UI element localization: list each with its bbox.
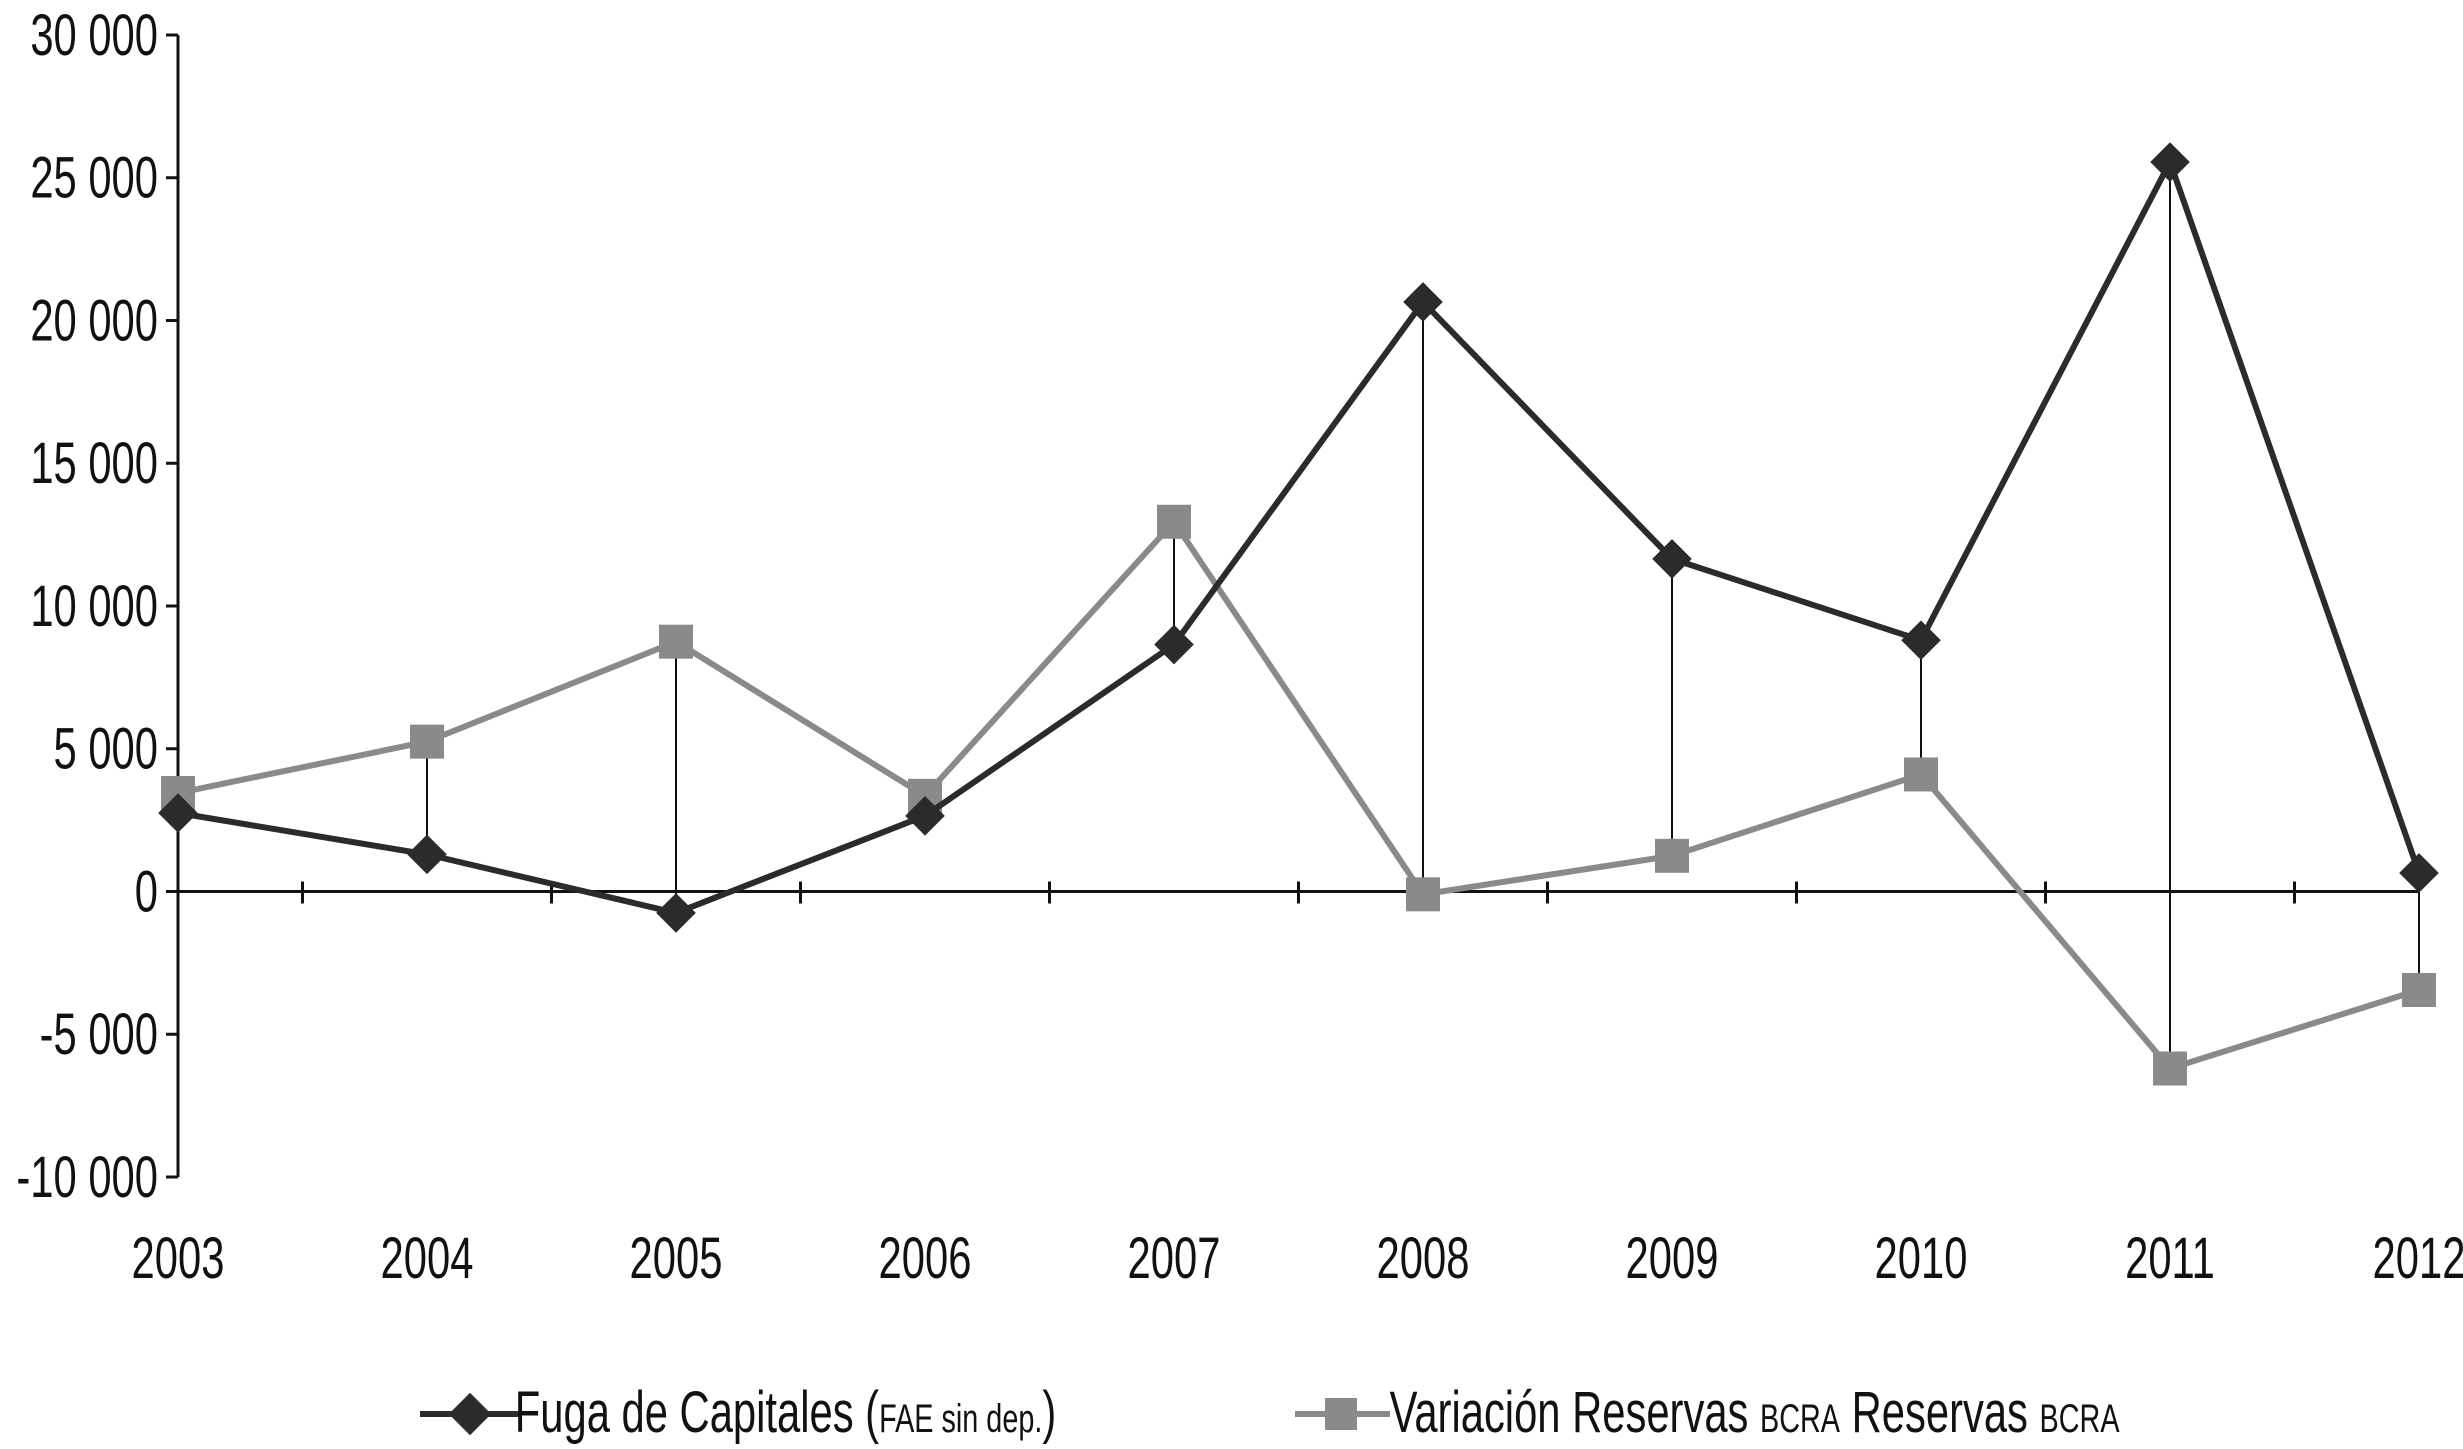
data-point-square [410,724,444,759]
data-point-diamond [158,793,198,833]
x-tick-label: 2003 [132,1225,225,1290]
axes: -10 000 -5 000 0 5 000 10 000 15 000 20 000 25 … [16,2,2463,1290]
y-tick-label: 0 [135,859,158,924]
y-tick-label: 25 000 [30,145,158,210]
x-tick-label: 2007 [1128,1225,1221,1290]
data-point-diamond [2399,853,2439,893]
data-point-diamond [1901,620,1941,661]
data-point-square [2402,972,2436,1007]
series-line [177,159,2422,916]
data-point-diamond [1652,539,1692,579]
data-point-square [1904,757,1938,792]
data-point-diamond [1154,624,1194,665]
y-tick-label: 30 000 [30,2,158,67]
y-tick-label: 15 000 [30,430,158,495]
y-tick-label: 10 000 [30,573,158,638]
y-tick-label: -5 000 [40,1001,158,1066]
data-point-diamond [2150,142,2190,182]
diamond-marker-icon [448,1392,492,1436]
data-point-square [2153,1051,2187,1086]
data-point-diamond [407,834,447,875]
x-tick-label: 2010 [1875,1225,1968,1290]
x-tick-label: 2011 [2125,1225,2215,1290]
data-point-square [1157,504,1191,539]
x-tick-label: 2008 [1377,1225,1470,1290]
y-tick-label: 5 000 [54,716,158,781]
legend-label-fuga: Fuga de Capitales (FAE sin dep.) [515,1379,1056,1444]
data-point-diamond [905,796,945,836]
y-tick-label: -10 000 [16,1144,158,1209]
series-fuga [158,142,2439,933]
y-tick-label: 20 000 [30,288,158,353]
data-point-square [659,624,693,659]
x-tick-label: 2005 [630,1225,723,1290]
series-reservas [161,504,2436,1086]
series-line [177,518,2420,1072]
data-point-square [1655,838,1689,873]
data-point-diamond [656,893,696,933]
x-tick-label: 2009 [1626,1225,1719,1290]
x-tick-label: 2004 [381,1225,474,1290]
x-tick-label: 2006 [879,1225,972,1290]
series-layer [158,142,2439,1086]
high-low-lines [177,162,2420,1069]
legend-item-fuga: Fuga de Capitales (FAE sin dep.) [420,1379,1056,1445]
square-marker-icon [1325,1398,1357,1430]
legend-label-reservas: Variación Reservas BCRA Reservas BCRA [1390,1379,2121,1444]
legend: Fuga de Capitales (FAE sin dep.) Variaci… [420,1379,2121,1445]
x-tick-label: 2012 [2373,1225,2463,1290]
legend-item-reservas: Variación Reservas BCRA Reservas BCRA [1295,1379,2121,1445]
data-point-square [1406,877,1440,912]
